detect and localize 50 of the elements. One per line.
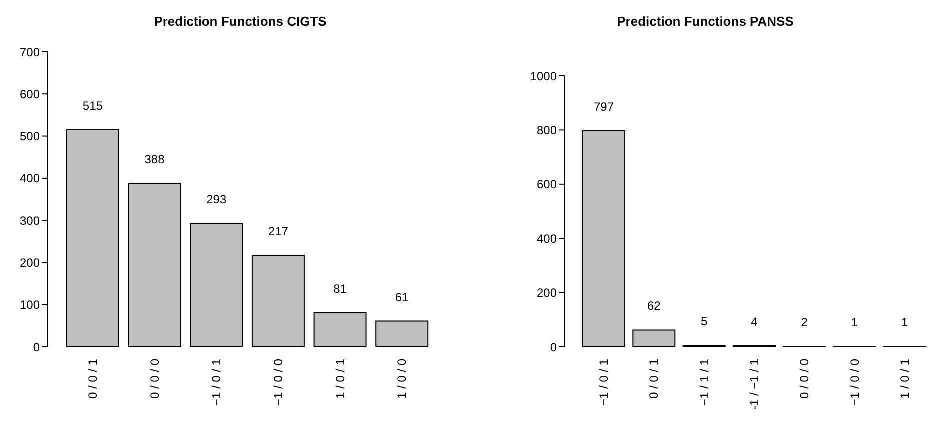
data-label: 5 — [700, 314, 708, 329]
x-tick-label: 1 / 0 / 1 — [898, 358, 912, 400]
x-tick-label: −1 / 1 / 1 — [697, 358, 712, 406]
y-tick-label: 500 — [20, 130, 40, 144]
x-tick-label: 0 / 0 / 0 — [798, 358, 812, 400]
x-tick-label: −1 / 0 / 1 — [597, 358, 612, 406]
y-tick-label: 200 — [536, 286, 558, 300]
x-tick-label: −1 / 0 / 1 — [210, 358, 224, 406]
bar — [190, 223, 244, 347]
x-tick-label: -1 / −1 / 1 — [748, 358, 762, 410]
data-label: 4 — [751, 314, 758, 329]
x-tick-label: 0 / 0 / 1 — [86, 358, 100, 400]
chart-title: Prediction Functions PANSS — [616, 14, 795, 29]
data-label: 797 — [594, 100, 614, 114]
y-tick-label: 800 — [536, 123, 558, 138]
y-tick-label: 200 — [20, 256, 40, 270]
y-tick-label: 1000 — [530, 69, 558, 84]
y-tick-label: 600 — [20, 87, 40, 102]
bar — [128, 182, 182, 347]
y-tick-label: 400 — [536, 232, 558, 246]
bar — [66, 129, 120, 347]
y-tick-label: 0 — [33, 340, 40, 354]
x-tick-label: 1 / 0 / 0 — [395, 358, 410, 400]
data-label: 2 — [801, 315, 808, 330]
bar — [632, 330, 676, 347]
data-label: 81 — [334, 282, 348, 296]
bar — [314, 312, 367, 347]
data-label: 388 — [144, 152, 166, 166]
data-label: 62 — [647, 299, 662, 314]
y-tick-label: 700 — [20, 45, 40, 60]
chart-title: Prediction Functions CIGTS — [153, 14, 328, 29]
y-tick-label: 600 — [536, 178, 558, 192]
x-tick-label: −1 / 0 / 0 — [271, 358, 286, 406]
data-label: 217 — [268, 224, 289, 239]
y-tick-label: 300 — [20, 214, 40, 228]
data-label: 293 — [206, 192, 227, 207]
data-label: 1 — [902, 316, 909, 330]
bar — [582, 130, 626, 347]
data-label: 61 — [395, 290, 410, 304]
bar — [252, 255, 305, 347]
x-tick-label: 1 / 0 / 1 — [333, 358, 348, 400]
x-tick-label: 0 / 0 / 1 — [647, 358, 662, 400]
x-tick-label: 0 / 0 / 0 — [148, 358, 162, 400]
bar — [376, 320, 429, 347]
data-label: 515 — [82, 98, 104, 113]
y-tick-label: 400 — [20, 172, 40, 186]
y-tick-label: 0 — [550, 340, 558, 354]
y-tick-label: 100 — [20, 298, 40, 312]
data-label: 1 — [851, 316, 858, 330]
x-tick-label: −1 / 0 / 0 — [848, 358, 862, 406]
